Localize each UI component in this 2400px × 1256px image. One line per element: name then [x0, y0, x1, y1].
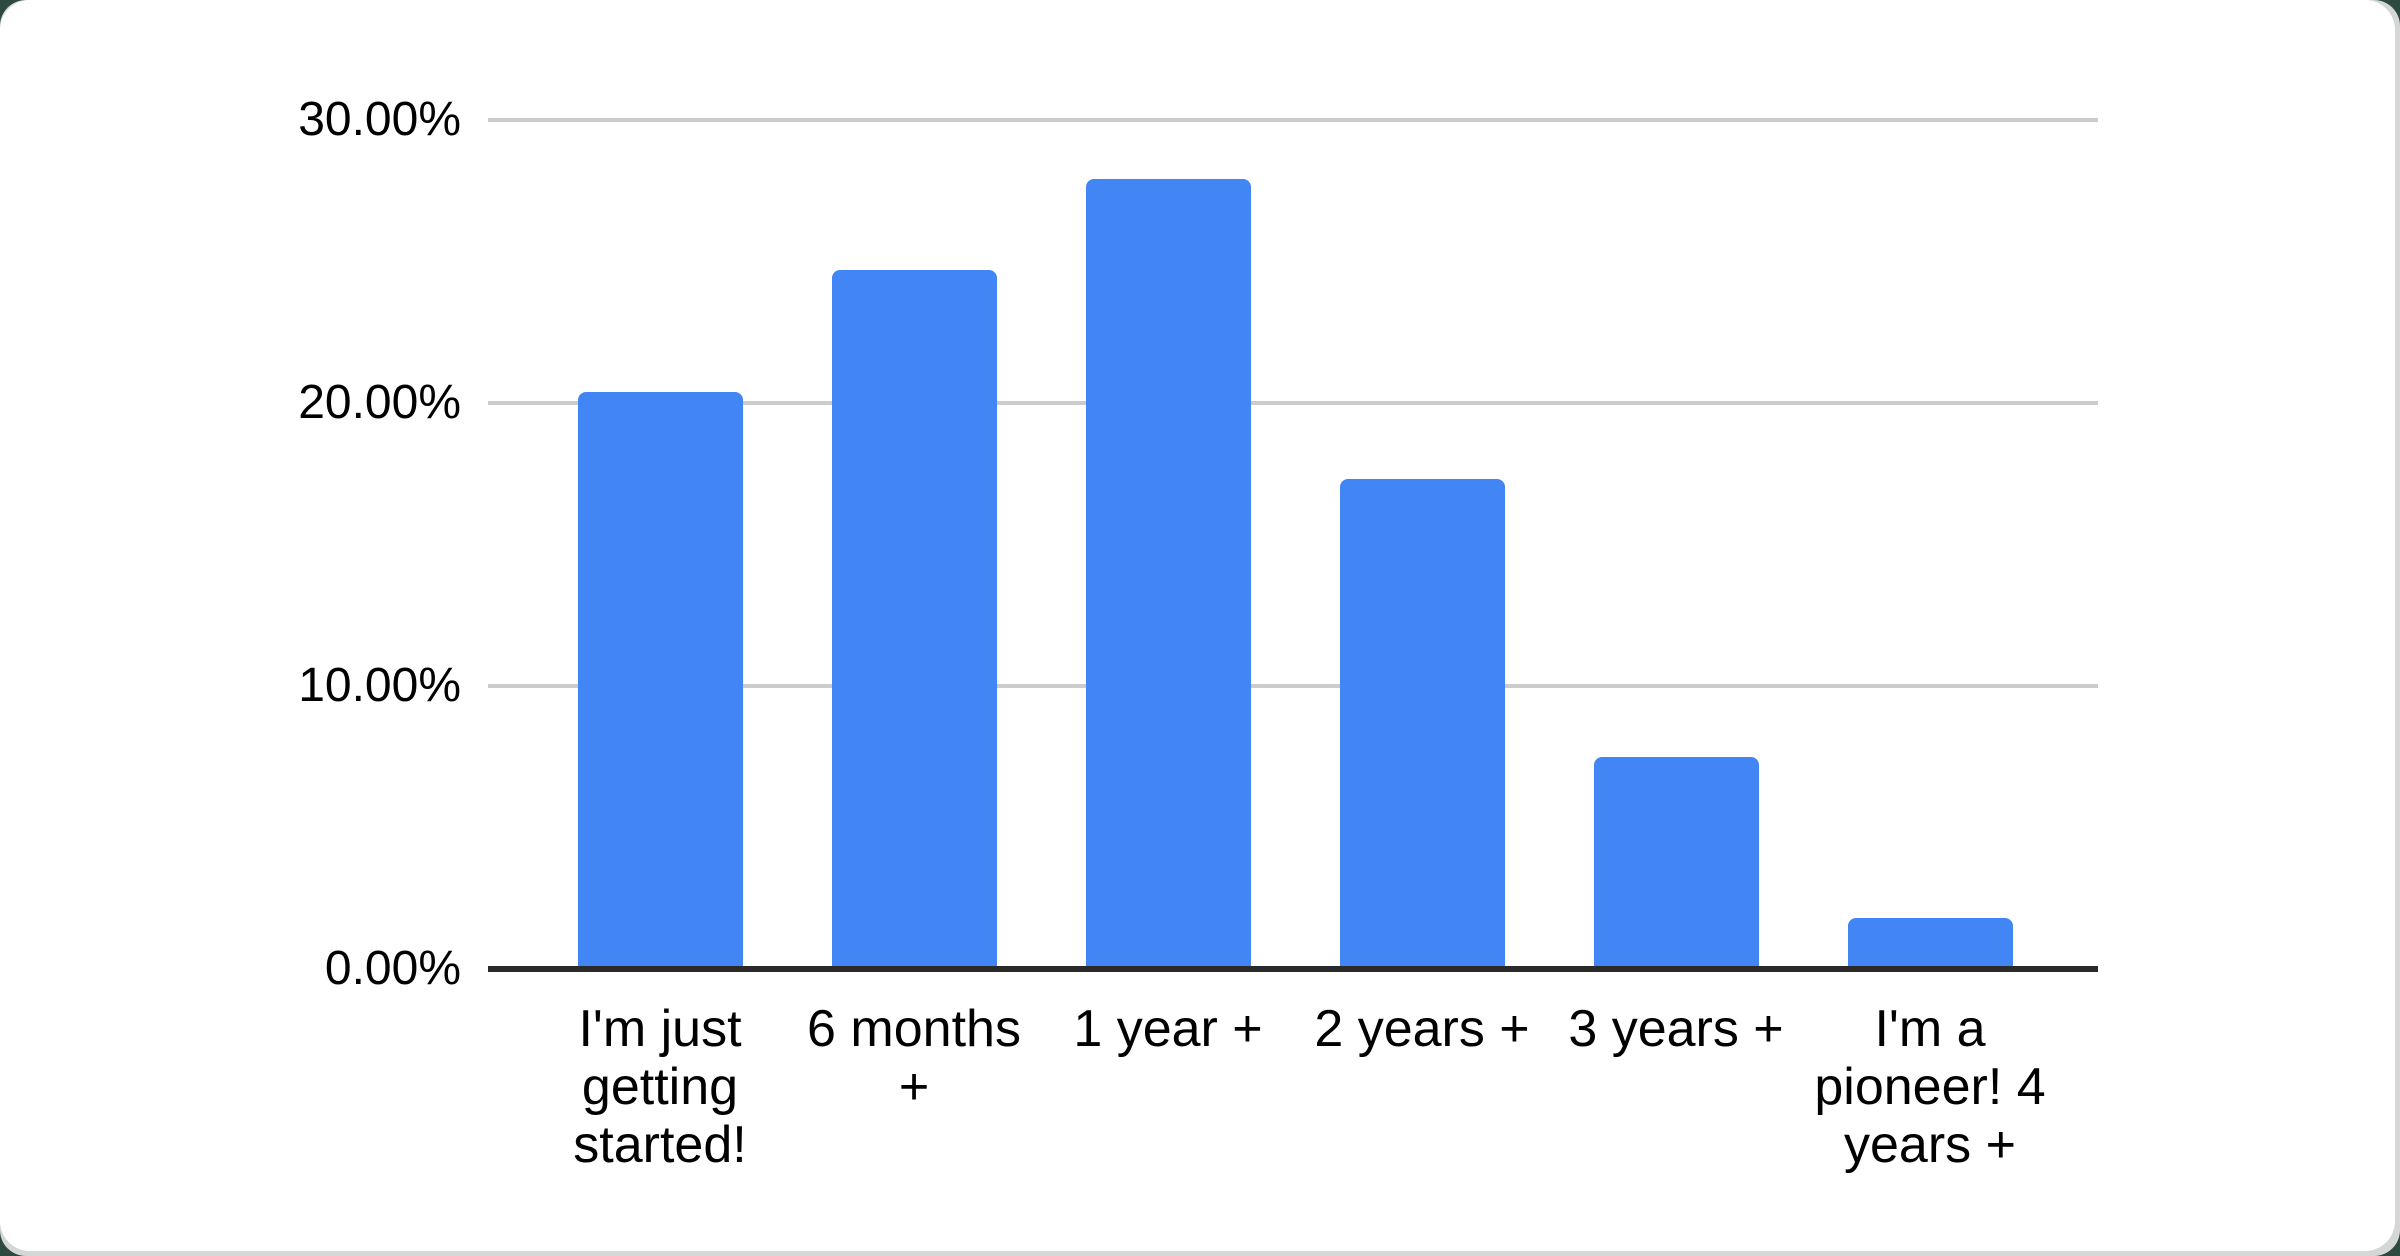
x-axis-category-label: 6 months +	[807, 1000, 1021, 1116]
x-axis-line	[488, 966, 2098, 972]
x-axis-category-label: I'm a pioneer! 4 years +	[1814, 1000, 2046, 1174]
bar[interactable]	[1847, 918, 2013, 969]
x-axis-category-label: 1 year +	[1073, 1000, 1263, 1058]
x-axis-category-label: I'm just getting started!	[573, 1000, 747, 1174]
y-axis-tick-label: 10.00%	[298, 659, 461, 712]
x-axis-category-label: 2 years +	[1314, 1000, 1530, 1058]
x-axis-category-label: 3 years +	[1568, 1000, 1784, 1058]
y-axis-tick-label: 20.00%	[298, 376, 461, 429]
gridline	[488, 118, 2098, 122]
gridline	[488, 401, 2098, 405]
y-axis-tick-label: 0.00%	[324, 942, 461, 995]
bar[interactable]	[1339, 479, 1505, 969]
gridline	[488, 684, 2098, 688]
bar[interactable]	[1085, 179, 1251, 969]
y-axis-tick-label: 30.00%	[298, 93, 461, 146]
bar[interactable]	[577, 391, 743, 969]
bar[interactable]	[831, 269, 997, 969]
bar[interactable]	[1593, 756, 1759, 969]
